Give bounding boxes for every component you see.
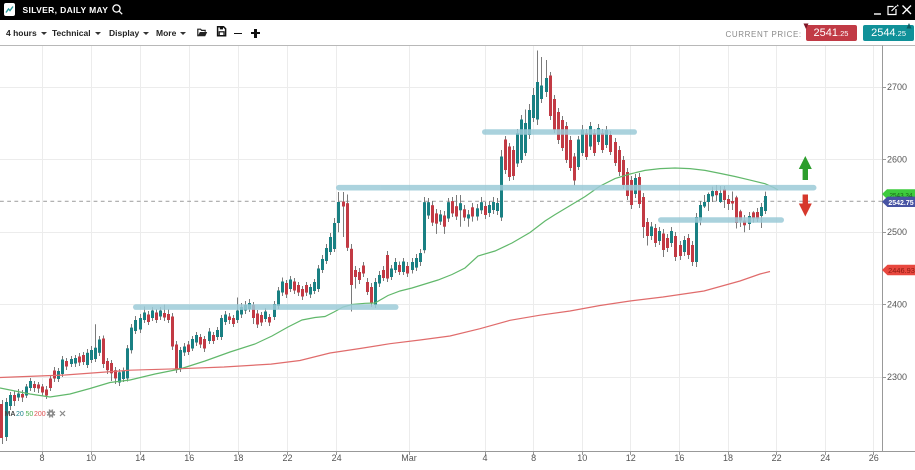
svg-text:200: 200	[34, 411, 46, 418]
svg-text:2500: 2500	[887, 227, 907, 237]
svg-text:2600: 2600	[887, 155, 907, 165]
svg-text:14: 14	[135, 453, 145, 463]
svg-text:16: 16	[674, 453, 684, 463]
svg-text:4: 4	[482, 453, 487, 463]
svg-text:20: 20	[16, 411, 24, 418]
svg-text:MA: MA	[5, 411, 16, 418]
svg-text:12: 12	[626, 453, 636, 463]
svg-text:50: 50	[26, 411, 34, 418]
svg-text:2700: 2700	[887, 82, 907, 92]
svg-text:10: 10	[577, 453, 587, 463]
svg-text:2446.93: 2446.93	[888, 266, 915, 275]
svg-text:2400: 2400	[887, 300, 907, 310]
svg-text:8: 8	[39, 453, 44, 463]
svg-text:22: 22	[772, 453, 782, 463]
svg-text:24: 24	[332, 453, 342, 463]
svg-text:26: 26	[869, 453, 879, 463]
svg-text:18: 18	[723, 453, 733, 463]
svg-text:22: 22	[282, 453, 292, 463]
svg-text:24: 24	[820, 453, 830, 463]
svg-text:Mar: Mar	[401, 453, 417, 463]
svg-text:2300: 2300	[887, 372, 907, 382]
svg-text:10: 10	[86, 453, 96, 463]
svg-text:8: 8	[531, 453, 536, 463]
svg-text:16: 16	[184, 453, 194, 463]
svg-text:18: 18	[233, 453, 243, 463]
svg-text:2542.75: 2542.75	[888, 200, 913, 207]
svg-text:2543.34: 2543.34	[889, 192, 913, 199]
